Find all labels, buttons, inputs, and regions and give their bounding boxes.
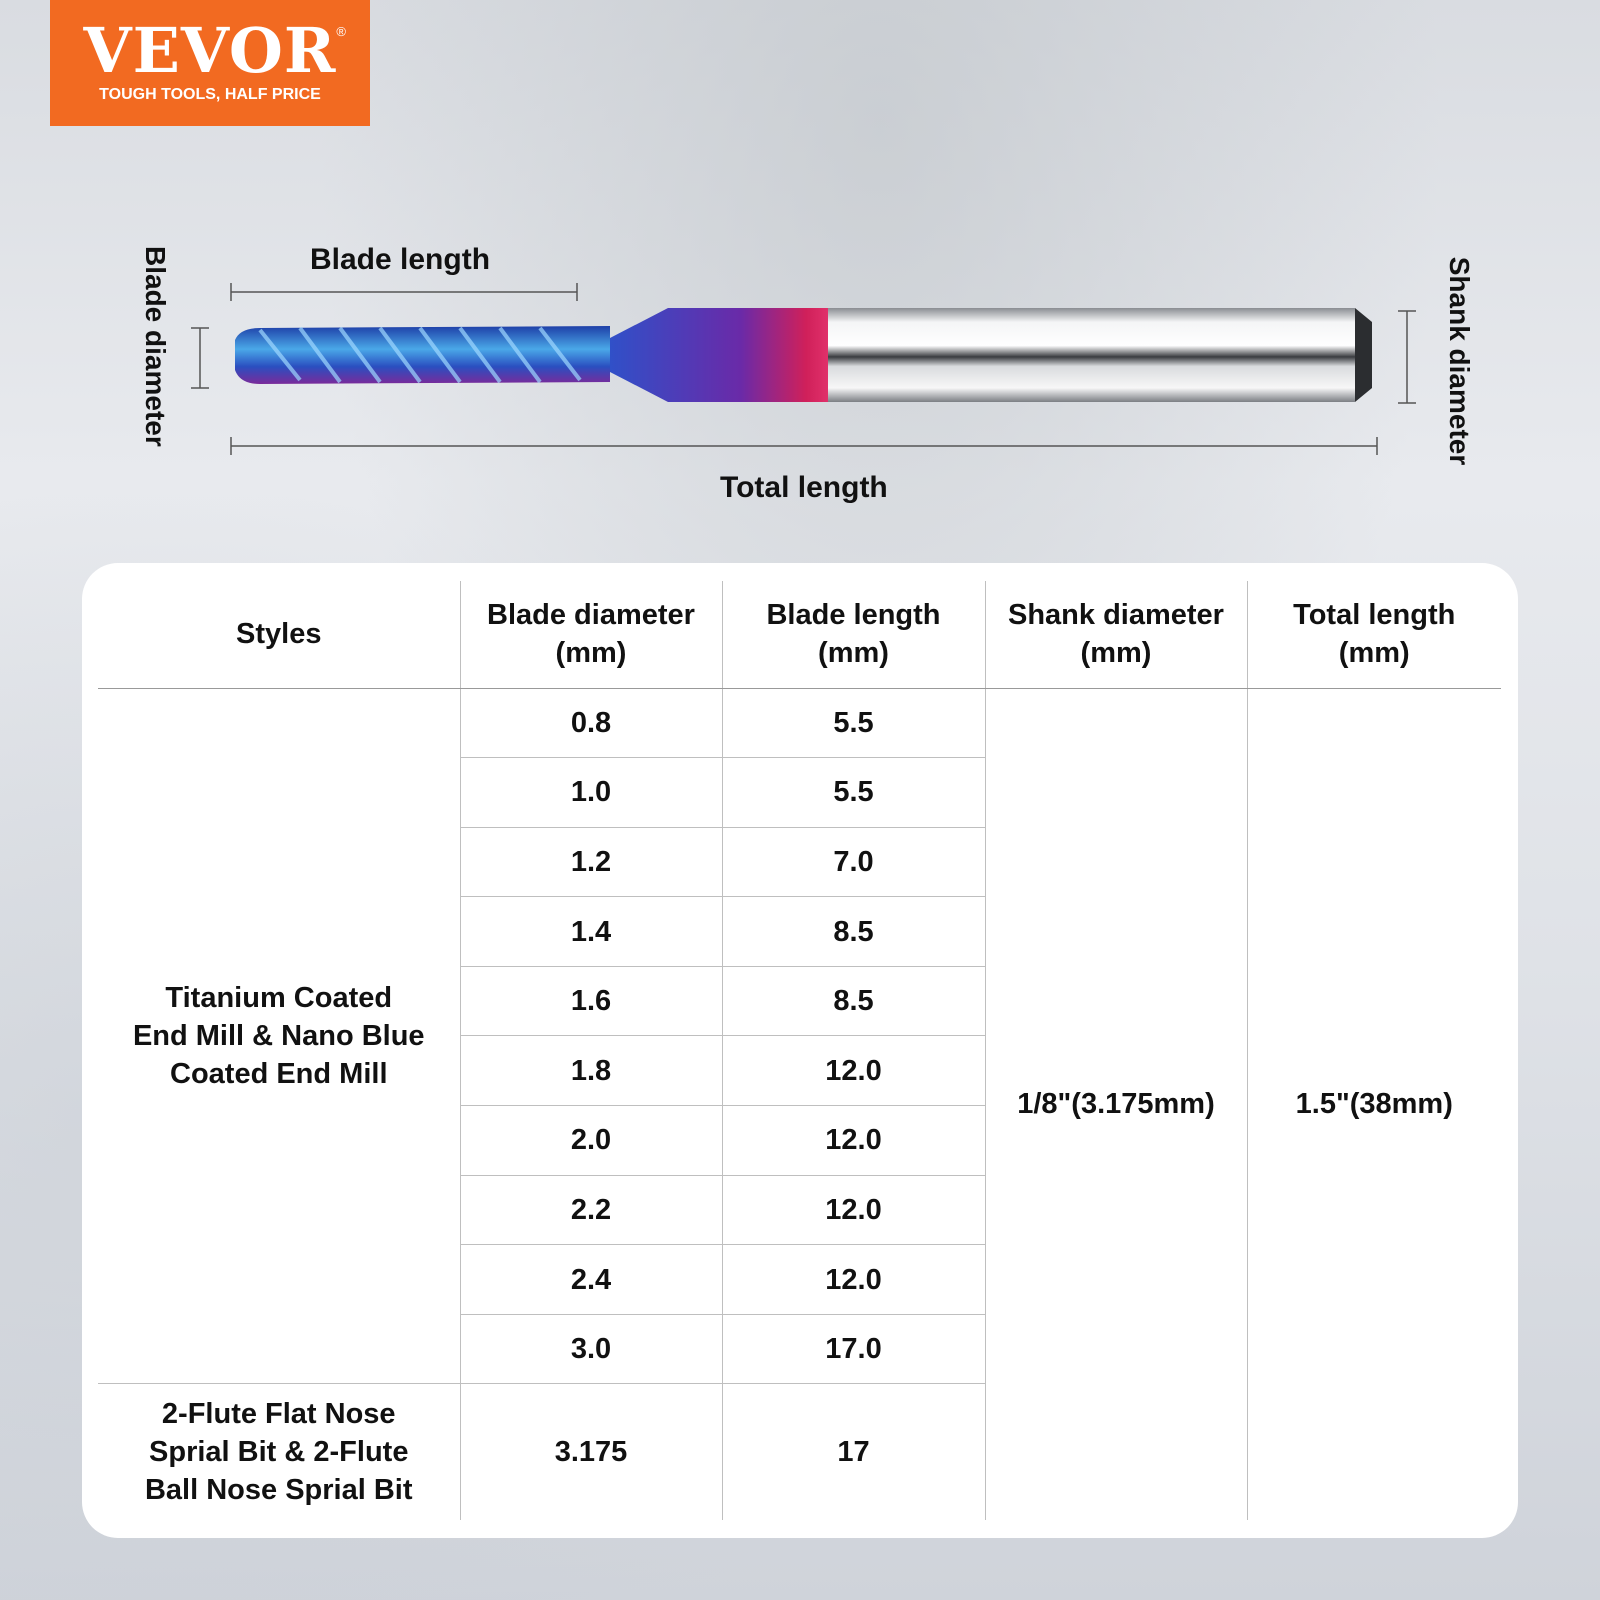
blade-length-cell: 12.0: [721, 1105, 985, 1176]
shank-end: [1355, 308, 1372, 402]
end-mill-image: [235, 308, 1372, 402]
blade-length-cell: 5.5: [721, 757, 985, 828]
blade-length-cell: 12.0: [721, 1174, 985, 1246]
blade-length-cell: 8.5: [721, 896, 985, 967]
column-header-line: Blade diameter: [487, 599, 695, 632]
style-line: End Mill & Nano Blue: [132, 1019, 425, 1052]
table-row: 1.0 5.5: [98, 757, 1501, 828]
shank-diameter-label: Shank diameter: [1444, 256, 1475, 466]
style-cell: 2-Flute Flat Nose Sprial Bit & 2-Flute Bal…: [98, 1383, 461, 1520]
blade-length-cell: 8.5: [721, 965, 985, 1037]
blade-length-cell: 12.0: [721, 1244, 985, 1315]
blade-diameter-cell: 2.0: [460, 1105, 723, 1176]
blade-diameter-cell: 0.8: [459, 687, 723, 759]
column-header-line: (mm): [818, 637, 889, 670]
dimension-lines: [191, 283, 1416, 455]
table-row: 2.2 12.0: [98, 1174, 1501, 1246]
column-header-line: (mm): [1080, 637, 1152, 670]
style-cell: Titanium Coated End Mill & Nano Blue Coate…: [98, 687, 461, 1385]
column-header: Blade length (mm): [721, 581, 986, 689]
style-line: Ball Nose Sprial Bit: [144, 1474, 413, 1507]
flute-highlights: [258, 326, 582, 384]
column-header: Total length (mm): [1246, 581, 1501, 689]
blade-length-label: Blade length: [310, 243, 491, 276]
style-line: 2-Flute Flat Nose: [161, 1398, 396, 1431]
table-row: 1.6 8.5: [98, 965, 1501, 1037]
blade-diameter-cell: 3.175: [459, 1383, 723, 1520]
table-row: 1.2 7.0: [98, 826, 1501, 898]
table-row: 1.4 8.5: [98, 896, 1501, 967]
blade-length-cell: 5.5: [721, 687, 986, 759]
table-row: 1.8 12.0: [98, 1035, 1501, 1107]
column-header-line: (mm): [555, 637, 627, 670]
style-line: Coated End Mill: [170, 1057, 388, 1090]
blade-length-cell: 17.0: [721, 1313, 985, 1385]
logo-tagline: TOUGH TOOLS, HALF PRICE: [99, 86, 321, 103]
blade-length-cell: 17: [721, 1383, 985, 1520]
blade-diameter-cell: 3.0: [460, 1313, 723, 1385]
table-row: 2.4 12.0: [98, 1244, 1501, 1315]
style-line: Sprial Bit & 2-Flute: [149, 1436, 409, 1469]
table-row: 2.0 12.0: [98, 1105, 1501, 1176]
blade-diameter-cell: 1.8: [460, 1035, 723, 1107]
shank-diameter-cell: 1/8"(3.175mm): [984, 687, 1248, 1520]
logo-registered: ®: [336, 24, 346, 39]
header-row: Styles Blade diameter (mm) Blade length (mm)…: [98, 581, 1501, 689]
table-row: 2-Flute Flat Nose Sprial Bit & 2-Flute Bal…: [98, 1383, 1501, 1520]
total-length-label: Total length: [720, 471, 888, 504]
blade-diameter-cell: 1.2: [460, 826, 723, 898]
spec-table-card: Styles Blade diameter (mm) Blade length (mm)…: [82, 563, 1518, 1538]
total-length-cell: 1.5"(38mm): [1246, 687, 1501, 1520]
end-mill-diagram: [191, 283, 1416, 455]
blade-diameter-cell: 1.0: [460, 757, 723, 828]
style-line: Titanium Coated: [165, 981, 393, 1014]
logo-brand: VEVOR: [83, 14, 337, 87]
blade-diameter-cell: 2.4: [460, 1244, 723, 1315]
shank: [825, 308, 1355, 402]
column-header: Styles: [98, 581, 461, 689]
blade-diameter-cell: 1.6: [460, 965, 723, 1037]
blade-diameter-cell: 1.4: [460, 896, 723, 967]
spec-table: Styles Blade diameter (mm) Blade length (mm)…: [98, 581, 1501, 1520]
column-header-line: Total length: [1293, 599, 1456, 632]
table-row: Titanium Coated End Mill & Nano Blue Coate…: [98, 687, 1501, 1520]
table-row: 3.0 17.0: [98, 1313, 1501, 1385]
blade-length-cell: 12.0: [721, 1035, 985, 1107]
vevor-logo: VEVOR ® TOUGH TOOLS, HALF PRICE: [50, 0, 370, 126]
coated-neck: [610, 308, 828, 402]
column-header-line: Styles: [236, 618, 322, 651]
column-header-line: Blade length: [766, 599, 941, 632]
column-header: Blade diameter (mm): [459, 581, 723, 689]
column-header-line: Shank diameter: [1008, 599, 1224, 632]
blade-diameter-cell: 2.2: [460, 1174, 723, 1246]
column-header: Shank diameter (mm): [984, 581, 1248, 689]
blade-diameter-label: Blade diameter: [140, 246, 171, 447]
column-header-line: (mm): [1338, 637, 1410, 670]
blade-length-cell: 7.0: [721, 826, 985, 898]
